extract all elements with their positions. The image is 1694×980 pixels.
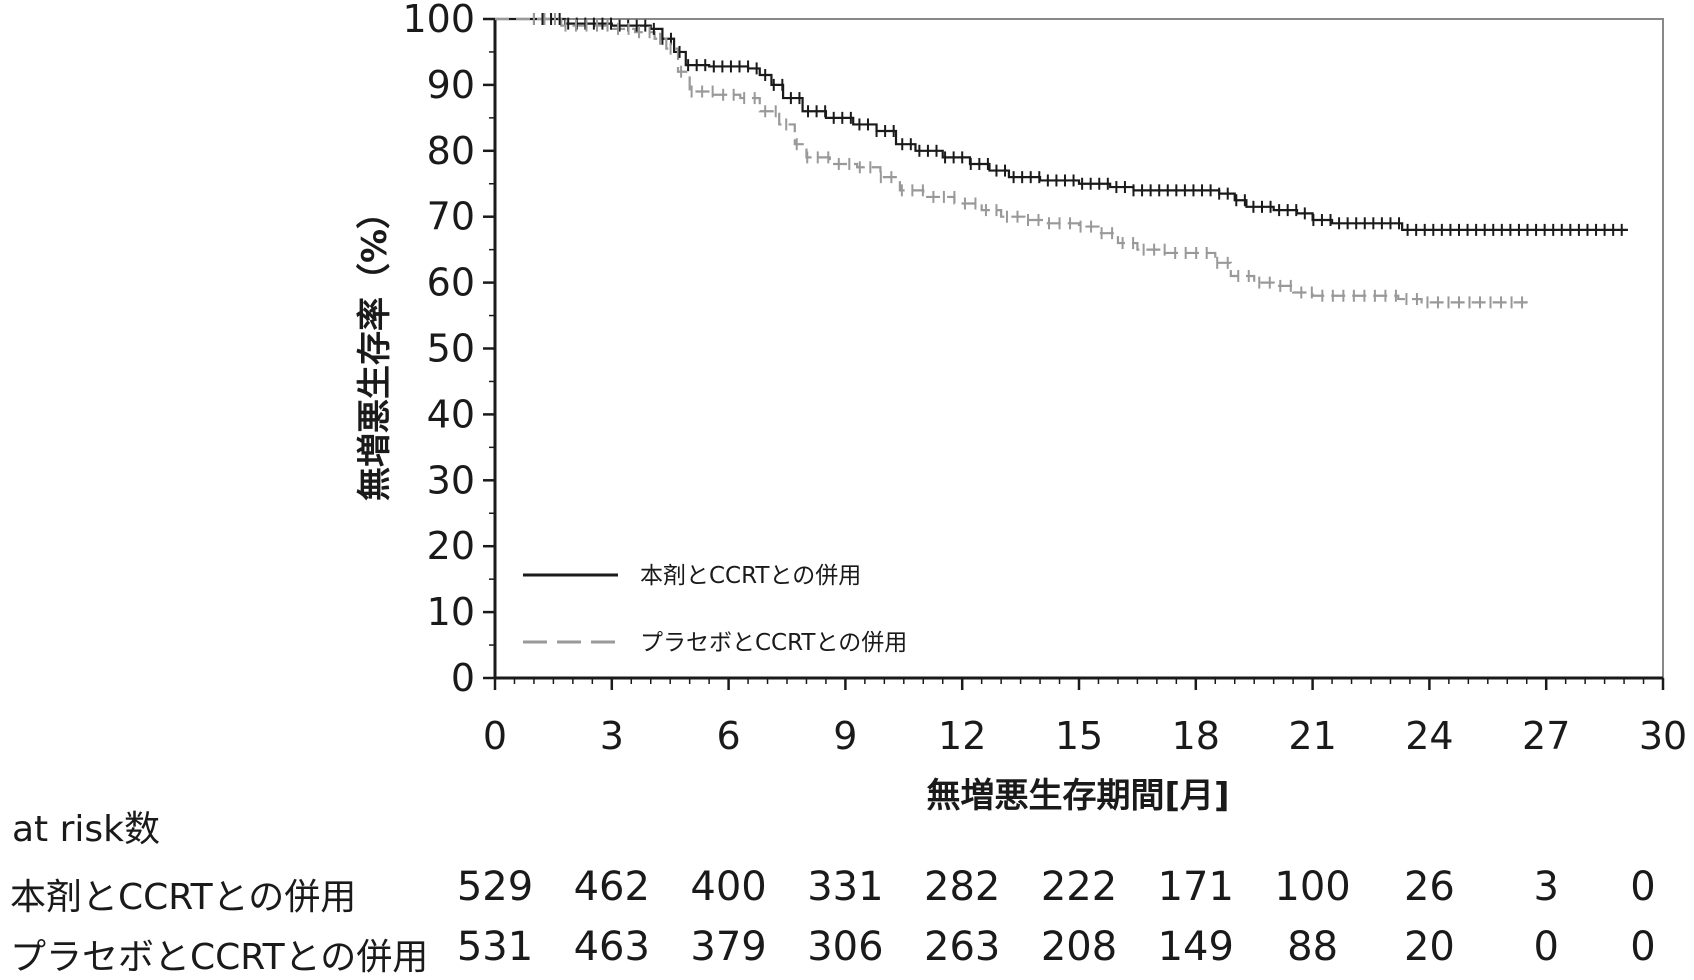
at-risk-value: 529 [456,864,534,910]
at-risk-value: 20 [1403,924,1455,970]
censor-marks [532,13,1623,309]
at-risk-value: 222 [1040,864,1118,910]
y-tick-label: 10 [427,590,475,634]
series-line-1 [495,17,1628,231]
x-tick-label: 3 [600,714,624,758]
at-risk-row-label: 本剤とCCRTとの併用 [10,877,357,918]
at-risk-value: 3 [1533,864,1559,910]
at-risk-value: 100 [1274,864,1351,910]
x-tick-labels: 0 3 6 9 12 15 18 21 24 27 30 [483,714,1687,758]
legend-label-series-1: 本剤とCCRTとの併用 [640,563,861,589]
x-tick-label: 9 [833,714,857,758]
x-tick-label: 27 [1522,714,1570,758]
at-risk-value: 149 [1157,924,1234,970]
at-risk-value: 379 [690,924,767,970]
x-tick-label: 30 [1639,714,1687,758]
at-risk-value: 208 [1040,924,1118,970]
at-risk-value: 0 [1533,924,1559,970]
at-risk-value: 462 [573,864,650,910]
x-tick-label: 24 [1405,714,1453,758]
x-tick-label: 15 [1055,714,1103,758]
y-tick-label: 50 [427,327,475,371]
minor-ticks [489,51,1645,684]
at-risk-value: 0 [1630,924,1656,970]
y-tick-label: 70 [427,195,475,239]
y-axis-title: 無増悪生存率（%） [355,195,395,501]
at-risk-row-label: プラセボとCCRTとの併用 [10,937,429,978]
y-tick-label: 40 [427,392,475,436]
at-risk-value: 171 [1157,864,1234,910]
y-tick-label: 90 [427,63,475,107]
at-risk-title: at risk数 [12,809,161,850]
at-risk-value: 88 [1287,924,1339,970]
at-risk-value: 531 [456,924,534,970]
series-lines [495,17,1628,304]
x-tick-label: 12 [938,714,986,758]
x-tick-label: 0 [483,714,507,758]
y-tick-label: 0 [451,656,475,700]
x-tick-label: 21 [1288,714,1336,758]
major-ticks [483,17,1665,690]
legend-label-series-2: プラセボとCCRTとの併用 [640,630,907,656]
y-tick-label: 30 [427,458,475,502]
at-risk-value: 282 [924,864,1001,910]
x-tick-label: 6 [717,714,741,758]
y-tick-label: 20 [427,524,475,568]
x-tick-label: 18 [1172,714,1220,758]
at-risk-value: 400 [690,864,767,910]
x-axis-title: 無増悪生存期間[月] [926,776,1229,816]
at-risk-value: 26 [1403,864,1455,910]
at-risk-value: 306 [807,924,884,970]
y-tick-labels: 0 10 20 30 40 50 60 70 80 90 100 [402,0,475,700]
y-tick-label: 60 [427,261,475,305]
at-risk-value: 331 [807,864,884,910]
at-risk-value: 263 [924,924,1001,970]
at-risk-value: 0 [1630,864,1656,910]
at-risk-value: 463 [573,924,650,970]
y-tick-label: 100 [402,0,475,41]
series-line-2 [495,17,1531,304]
y-tick-label: 80 [427,129,475,173]
